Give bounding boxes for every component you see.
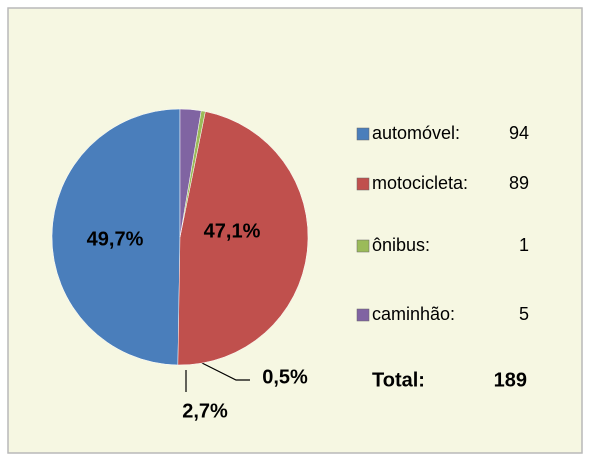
legend-label: automóvel:: [372, 123, 460, 143]
legend-label: caminhão:: [372, 304, 455, 324]
data-label: 47,1%: [204, 220, 261, 242]
legend-value: 5: [519, 304, 529, 324]
legend-label: motocicleta:: [372, 173, 468, 193]
legend-swatch: [356, 239, 370, 253]
legend-label: ônibus:: [372, 235, 430, 255]
data-label: 0,5%: [262, 366, 308, 388]
legend-swatch: [356, 127, 370, 141]
total-label: Total:: [372, 369, 425, 391]
legend-swatch: [356, 177, 370, 191]
pie-slice: [177, 111, 309, 366]
pie-slice: [179, 108, 202, 238]
legend-value: 1: [519, 235, 529, 255]
leader-line: [199, 361, 250, 381]
data-label: 49,7%: [87, 228, 144, 250]
pie-slice: [51, 108, 181, 366]
data-label: 2,7%: [182, 400, 228, 422]
total-value: 189: [494, 369, 527, 391]
legend-swatch: [356, 308, 370, 322]
legend-value: 94: [509, 123, 529, 143]
legend-value: 89: [509, 173, 529, 193]
